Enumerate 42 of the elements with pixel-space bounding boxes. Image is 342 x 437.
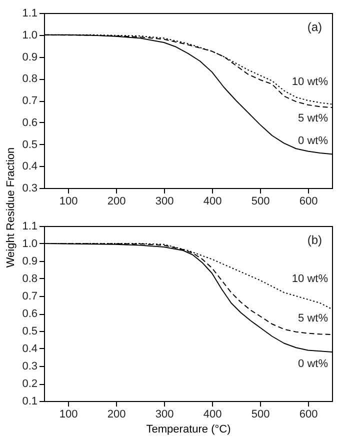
y-tick-label: 0.7 xyxy=(22,290,38,302)
y-tick-label: 0.2 xyxy=(22,378,38,390)
y-tick-label: 0.4 xyxy=(22,343,38,355)
x-tick-label: 200 xyxy=(107,196,126,208)
y-tick-label: 0.7 xyxy=(22,95,38,107)
y-tick-label: 0.5 xyxy=(22,326,38,338)
x-tick-label: 500 xyxy=(251,196,270,208)
y-tick-label: 0.6 xyxy=(22,116,38,129)
y-tick-label: 0.8 xyxy=(22,73,38,86)
y-tick-label: 0.3 xyxy=(22,360,38,372)
x-axis-title: Temperature (°C) xyxy=(146,424,231,436)
y-tick-label: 0.4 xyxy=(22,160,38,173)
x-tick-label: 100 xyxy=(59,408,78,420)
series-label: 0 wt% xyxy=(298,358,328,370)
x-tick-label: 400 xyxy=(203,196,222,208)
x-tick-label: 400 xyxy=(203,408,222,420)
y-tick-label: 1.0 xyxy=(22,238,38,250)
y-tick-label: 1.1 xyxy=(22,220,38,232)
x-tick-label: 200 xyxy=(107,408,126,420)
x-tick-label: 300 xyxy=(155,196,174,208)
x-tick-label: 600 xyxy=(299,196,318,208)
y-tick-label: 1.0 xyxy=(22,29,38,42)
y-axis-title: Weight Residue Fraction xyxy=(5,147,18,268)
x-tick-label: 300 xyxy=(155,408,174,420)
x-tick-label: 500 xyxy=(251,408,270,420)
y-tick-label: 0.9 xyxy=(22,51,38,64)
y-tick-label: 1.1 xyxy=(22,8,38,20)
x-tick-label: 100 xyxy=(59,196,78,208)
annotation: (a) xyxy=(307,20,322,34)
x-tick-label: 600 xyxy=(299,408,318,420)
y-tick-label: 0.8 xyxy=(22,273,38,285)
series-label: 5 wt% xyxy=(298,312,328,324)
y-tick-label: 0.6 xyxy=(22,308,38,320)
y-tick-label: 0.1 xyxy=(22,396,38,408)
series-label: 10 wt% xyxy=(292,273,328,286)
y-tick-label: 0.5 xyxy=(22,138,38,151)
series-label: 5 wt% xyxy=(298,112,328,124)
annotation: (b) xyxy=(307,233,322,247)
y-tick-label: 0.3 xyxy=(22,182,38,194)
y-tick-label: 0.9 xyxy=(22,256,38,268)
series-label: 10 wt% xyxy=(292,76,328,88)
series-label: 0 wt% xyxy=(298,135,328,148)
